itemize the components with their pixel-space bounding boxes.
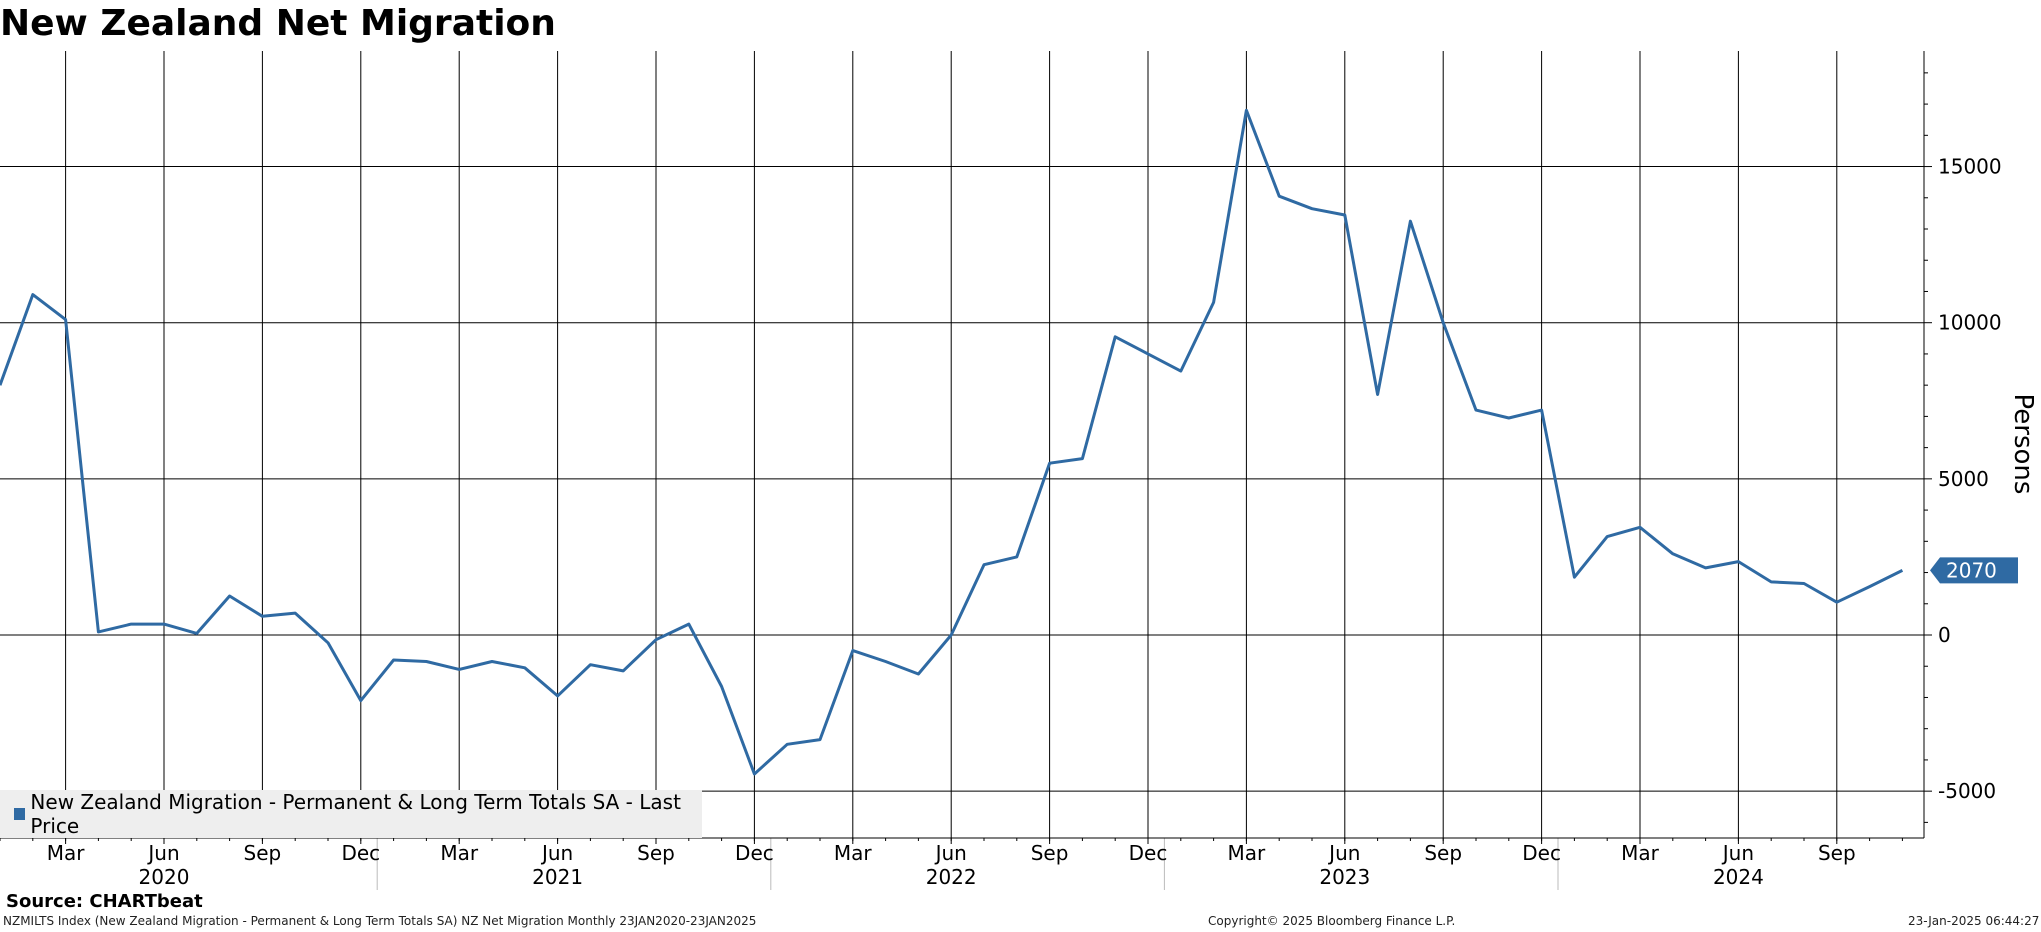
x-tick-label: Dec bbox=[1129, 841, 1168, 865]
x-tick-label: Dec bbox=[341, 841, 380, 865]
x-tick-label: Mar bbox=[1228, 841, 1267, 865]
y-axis-title: Persons bbox=[2008, 394, 2038, 495]
grid-layer bbox=[0, 51, 1924, 838]
x-year-label: 2021 bbox=[532, 865, 583, 889]
label-layer: 15000 10000 5000 0 -5000 Mar Jun Sep Dec Mar Jun Se… bbox=[47, 155, 2038, 889]
x-tick-label: Sep bbox=[1031, 841, 1069, 865]
x-tick-label: Jun bbox=[934, 841, 967, 865]
series-layer bbox=[0, 108, 1904, 776]
x-tick-label: Jun bbox=[1327, 841, 1360, 865]
last-value-label: 2070 bbox=[1946, 558, 1997, 582]
legend: New Zealand Migration - Permanent & Long… bbox=[0, 790, 702, 838]
x-tick-label: Jun bbox=[540, 841, 573, 865]
x-tick-label: Sep bbox=[637, 841, 675, 865]
chart-title: New Zealand Net Migration bbox=[0, 3, 556, 44]
x-tick-label: Mar bbox=[834, 841, 873, 865]
y-tick-label: 0 bbox=[1938, 623, 1951, 647]
x-year-label: 2022 bbox=[926, 865, 977, 889]
x-tick-label: Mar bbox=[47, 841, 86, 865]
y-tick-label: 15000 bbox=[1938, 155, 2002, 179]
x-tick-label: Sep bbox=[1818, 841, 1856, 865]
source-note: Source: CHARTbeat bbox=[6, 891, 203, 912]
x-tick-label: Dec bbox=[1522, 841, 1561, 865]
copyright-note: Copyright© 2025 Bloomberg Finance L.P. bbox=[1208, 914, 1456, 928]
timestamp: 23-Jan-2025 06:44:27 bbox=[1908, 914, 2040, 928]
x-year-label: 2024 bbox=[1713, 865, 1764, 889]
chart-description: NZMILTS Index (New Zealand Migration - P… bbox=[3, 914, 757, 928]
y-tick-label: 10000 bbox=[1938, 311, 2002, 335]
legend-swatch bbox=[14, 808, 26, 820]
x-tick-label: Jun bbox=[1721, 841, 1754, 865]
x-tick-label: Mar bbox=[1621, 841, 1660, 865]
x-tick-label: Sep bbox=[244, 841, 282, 865]
legend-label: New Zealand Migration - Permanent & Long… bbox=[30, 790, 681, 838]
x-year-label: 2020 bbox=[139, 865, 190, 889]
x-year-label: 2023 bbox=[1319, 865, 1370, 889]
axis-layer bbox=[0, 51, 1932, 890]
x-tick-label: Jun bbox=[146, 841, 179, 865]
y-tick-label: -5000 bbox=[1938, 779, 1996, 803]
x-tick-label: Mar bbox=[440, 841, 479, 865]
x-tick-label: Dec bbox=[735, 841, 774, 865]
y-tick-label: 5000 bbox=[1938, 467, 1989, 491]
last-value-tag bbox=[1930, 557, 2018, 584]
x-tick-label: Sep bbox=[1424, 841, 1462, 865]
